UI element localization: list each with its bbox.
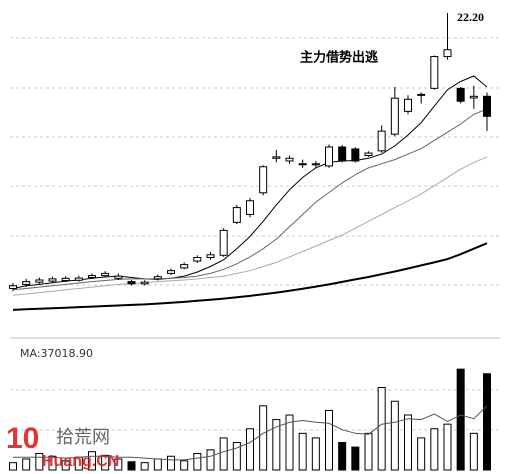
volume-bar <box>377 387 386 471</box>
volume-bar <box>127 461 136 471</box>
candle-body <box>140 281 149 285</box>
candle-body <box>61 277 70 282</box>
logo-domain: Huang.CN <box>42 453 119 470</box>
candle-body <box>88 275 96 279</box>
volume-bar <box>22 458 31 471</box>
candle-body <box>456 87 465 102</box>
volume-bar <box>206 449 215 471</box>
candle-body <box>167 270 175 274</box>
candle-body <box>101 272 110 277</box>
candle-body <box>325 146 333 167</box>
volume-bar <box>469 432 478 471</box>
volume-bar <box>351 446 360 471</box>
candle-body <box>483 95 491 117</box>
candle-body <box>443 49 452 58</box>
volume-bar <box>272 419 281 471</box>
candle-body <box>246 200 254 215</box>
candle-body <box>377 130 386 152</box>
ma-line <box>12 242 488 311</box>
volume-bar <box>48 455 57 471</box>
candle-body <box>298 163 307 166</box>
volume-ma-label: MA:37018.90 <box>20 347 93 360</box>
candle-body <box>311 163 320 166</box>
candle-body <box>285 157 294 162</box>
candle-body <box>417 93 426 96</box>
volume-bar <box>443 423 452 471</box>
candle-body <box>232 207 241 223</box>
volume-bar <box>311 437 320 471</box>
candle-body <box>338 146 347 162</box>
volume-bar <box>285 414 294 471</box>
candle-body <box>9 285 17 289</box>
candle-body <box>48 278 57 282</box>
volume-bar <box>338 442 347 471</box>
volume-bar <box>88 451 96 471</box>
volume-bar <box>483 373 491 471</box>
candle-body <box>364 152 373 157</box>
candle-body <box>430 56 439 89</box>
candle-body <box>153 276 162 280</box>
volume-bar <box>456 368 465 471</box>
annotation: 主力借势出逃 <box>300 50 379 66</box>
volume-bar <box>390 400 399 471</box>
volume-bar <box>219 437 228 471</box>
volume-bar <box>140 462 149 471</box>
volume-bar <box>232 442 241 471</box>
volume-bar <box>325 409 333 471</box>
candle-body <box>272 156 281 159</box>
volume-bar <box>101 454 110 471</box>
volume-bar <box>259 405 268 471</box>
candle-body <box>259 166 268 194</box>
volume-bar <box>404 414 412 471</box>
logo-text: 拾荒网 <box>56 427 110 448</box>
volume-bar <box>61 460 70 471</box>
candle-body <box>404 98 412 112</box>
candle-body <box>114 275 123 279</box>
logo-number: 10 <box>6 422 39 455</box>
volume-bar <box>153 458 162 471</box>
volume-bar <box>35 453 44 471</box>
volume-bar <box>246 428 254 471</box>
watermark: 10 拾荒网 Huang.CN <box>6 422 119 470</box>
candle-body <box>22 281 31 285</box>
candle-body <box>390 97 399 135</box>
volume-bar <box>364 432 373 471</box>
candle-body <box>127 281 136 285</box>
high-label: 22.20 <box>457 10 484 24</box>
candle-body <box>351 148 360 162</box>
ma-line <box>12 108 488 291</box>
volume-bar <box>9 462 17 471</box>
volume-ma-line <box>13 405 488 461</box>
volume-bar <box>180 460 189 471</box>
volume-bar <box>114 458 123 471</box>
ma-line <box>12 156 488 296</box>
candle-body <box>74 277 83 281</box>
candle-body <box>193 256 202 262</box>
candle-body <box>219 229 228 256</box>
candle-body <box>35 279 44 283</box>
volume-bar <box>298 432 307 471</box>
candle-body <box>206 254 215 258</box>
volume-bar <box>167 455 175 471</box>
volume-bar <box>430 428 439 471</box>
volume-bar <box>417 437 426 471</box>
candle-body <box>469 95 478 99</box>
volume-bar <box>193 453 202 471</box>
candle-body <box>180 264 189 269</box>
